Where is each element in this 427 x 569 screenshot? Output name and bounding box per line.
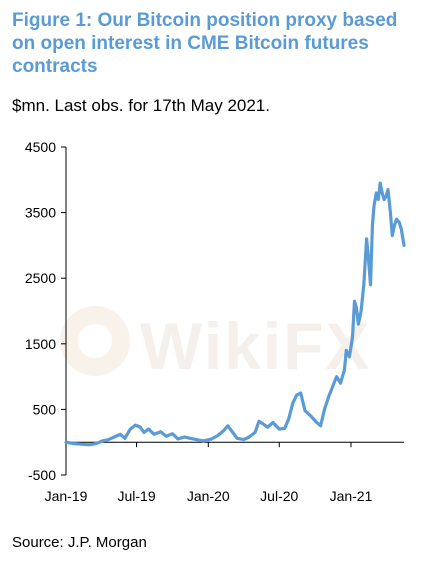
y-tick-label: 1500	[25, 336, 56, 352]
source-note: Source: J.P. Morgan	[12, 534, 147, 551]
series-group	[64, 181, 406, 447]
x-tick-label: Jul-20	[260, 488, 298, 504]
chart-title: Figure 1: Our Bitcoin position proxy bas…	[12, 10, 398, 77]
x-tick-label: Jul-19	[117, 488, 155, 504]
y-tick-label: -500	[28, 467, 56, 483]
chart-subtitle: $mn. Last obs. for 17th May 2021.	[12, 96, 270, 115]
x-tick-label: Jan-21	[330, 488, 373, 504]
y-tick-label: 3500	[25, 205, 56, 221]
y-axis-ticks: -500 500 1500 2500 3500 4500	[25, 139, 66, 483]
series-line-0	[64, 181, 406, 447]
x-tick-label: Jan-19	[45, 488, 88, 504]
x-tick-label: Jan-20	[187, 488, 230, 504]
y-tick-label: 4500	[25, 139, 56, 155]
y-tick-label: 500	[33, 401, 57, 417]
x-axis-ticks: Jan-19 Jul-19 Jan-20 Jul-20 Jan-21	[45, 442, 373, 504]
chart-axes	[65, 147, 404, 475]
y-tick-label: 2500	[25, 270, 56, 286]
